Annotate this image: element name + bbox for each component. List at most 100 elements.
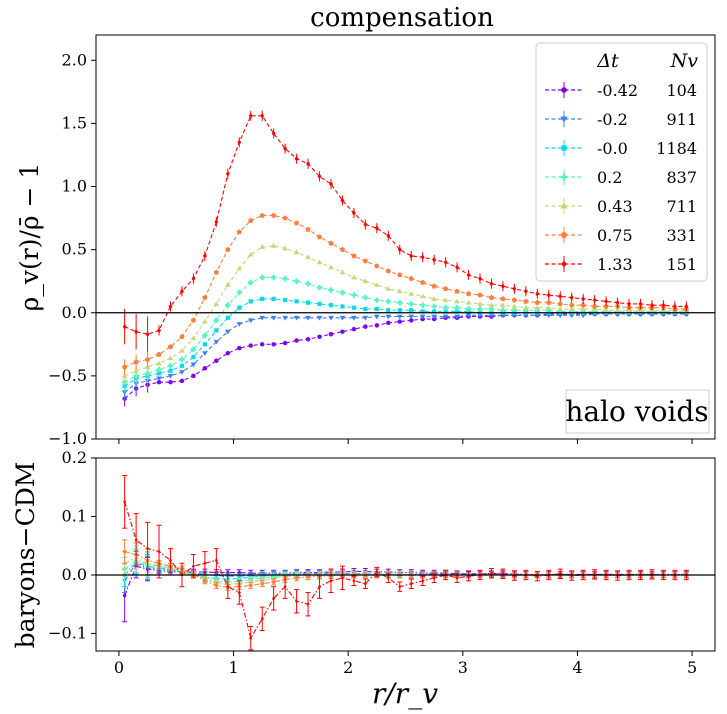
top-data-point [374,314,380,320]
legend-row-0.75: 0.75 331 [545,226,697,245]
top-data-point [362,278,369,284]
top-data-point [351,292,357,298]
top-data-point [271,212,277,218]
bottom-xtick-label: 5 [687,658,697,677]
top-data-point [339,246,346,252]
top-data-point [248,343,253,348]
legend-row--0.42: -0.42 104 [545,81,697,100]
top-data-point [569,302,575,308]
top-data-point [328,287,334,293]
top-data-point [260,113,265,119]
bottom-data-point [432,575,436,581]
top-data-point [122,323,127,330]
top-ytick-label: −1.0 [48,429,87,448]
bottom-data-point [122,593,127,598]
bottom-data-point [386,575,390,581]
top-data-point [225,350,231,356]
top-data-point [190,335,197,340]
top-data-point [339,289,346,296]
top-data-point [488,294,495,300]
bottom-data-point [260,616,264,622]
top-data-point [465,299,472,305]
top-data-point [316,284,323,291]
top-data-point [247,251,254,257]
top-data-point [167,373,174,379]
top-data-point [134,328,139,335]
top-data-point [156,376,162,382]
top-data-point [305,254,311,260]
bottom-data-point [489,571,494,576]
chart-title: compensation [310,3,494,33]
top-data-point [190,317,197,323]
legend-delta-value: 0.43 [597,197,633,216]
top-data-point [237,345,242,351]
top-data-point [190,346,197,353]
legend-rows: -0.42 104 -0.2 911 -0.0 1184 0.2 837 0.43 711 0.75… [545,81,697,274]
bottom-data-point [214,558,218,563]
bottom-data-point [329,578,333,584]
top-data-point [225,282,231,287]
top-data-point [214,219,219,225]
legend-marker [560,202,568,209]
legend-n-value: 331 [666,226,697,245]
top-data-point [649,302,654,308]
top-data-point [225,315,230,320]
top-y-axis-label: ρ_v(r)/ρ̄ − 1 [15,163,44,312]
top-data-point [328,264,334,270]
top-ytick-label: 2.0 [62,50,87,69]
bottom-xtick-label: 3 [458,658,468,677]
top-ytick-label: 1.5 [62,113,87,132]
top-data-point [351,253,357,259]
bottom-axes-frame [95,457,716,652]
legend: Δt Nv -0.42 104 -0.2 911 -0.0 1184 0.2 837 0.43 7… [535,42,708,282]
top-data-point [247,279,254,286]
top-data-point [340,329,345,334]
top-data-point [351,326,357,332]
top-data-point [396,288,403,294]
bottom-data-point [271,579,276,584]
top-data-point [580,306,586,311]
top-data-point [397,319,403,324]
legend-n-value: 837 [666,168,697,187]
top-ytick-label: 0.5 [62,240,87,259]
top-data-point [271,130,276,137]
top-data-point [511,303,518,309]
top-data-point [214,358,219,363]
bottom-data-point [249,635,253,641]
bottom-ytick-label: 0.0 [62,565,87,584]
top-data-point [443,259,448,266]
bottom-ytick-label: 0.2 [62,448,87,467]
top-data-point [213,301,220,306]
bottom-data-point [157,549,161,554]
legend-delta-value: -0.0 [597,139,628,158]
top-data-point [282,275,288,282]
top-series-0.43 [121,243,690,384]
top-data-point [225,171,230,177]
top-data-point [305,280,311,287]
legend-marker [560,116,568,123]
top-data-point [477,292,483,298]
top-data-point [293,249,300,255]
top-data-point [431,303,437,310]
top-data-point [339,315,346,321]
top-data-point [317,301,322,307]
top-data-point [408,275,414,281]
top-data-point [283,145,288,152]
top-data-point [614,307,621,313]
bottom-y-axis-label: baryons−CDM [11,462,40,649]
top-data-point [385,314,392,320]
bottom-data-point [123,499,127,505]
top-data-point [248,217,254,223]
top-data-point [385,268,391,274]
top-data-point [512,285,517,292]
top-data-point [316,259,323,265]
top-data-point [638,301,643,307]
top-data-point [672,303,677,310]
top-data-point [568,306,575,311]
top-data-point [374,323,380,328]
bottom-data-point [294,575,299,580]
top-data-point [442,304,449,311]
top-data-point [351,305,357,310]
top-data-point [225,302,231,308]
top-data-point [477,306,483,312]
